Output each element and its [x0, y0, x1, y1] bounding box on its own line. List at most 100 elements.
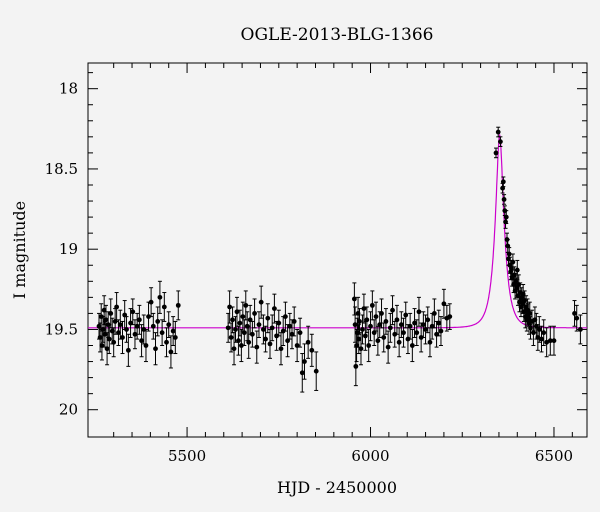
- data-point: [155, 306, 161, 337]
- point-marker: [403, 312, 409, 318]
- point-marker: [373, 314, 379, 320]
- data-point: [106, 324, 112, 355]
- point-marker: [267, 341, 273, 347]
- point-marker: [100, 327, 106, 332]
- point-marker: [265, 315, 271, 321]
- point-marker: [375, 338, 381, 344]
- point-marker: [276, 320, 282, 326]
- point-marker: [302, 359, 307, 364]
- model-curve: [88, 133, 587, 329]
- data-point: [357, 308, 362, 335]
- plot-frame: [87, 62, 588, 438]
- data-point: [164, 327, 169, 358]
- point-marker: [506, 251, 512, 257]
- data-point: [368, 311, 373, 342]
- point-marker: [168, 349, 174, 355]
- point-marker: [150, 323, 156, 329]
- point-marker: [238, 343, 244, 348]
- y-tick-label: 18: [59, 80, 78, 98]
- point-marker: [246, 339, 252, 345]
- point-marker: [500, 179, 506, 185]
- data-point: [170, 316, 176, 347]
- data-point: [414, 319, 420, 347]
- data-point: [148, 287, 154, 318]
- point-marker: [498, 139, 503, 145]
- point-marker: [357, 319, 362, 324]
- data-point: [420, 311, 426, 338]
- point-marker: [381, 335, 387, 340]
- point-marker: [159, 330, 165, 336]
- data-point: [124, 316, 129, 343]
- point-marker: [164, 339, 169, 345]
- data-point: [390, 295, 395, 326]
- point-marker: [111, 339, 117, 345]
- data-point: [104, 332, 110, 366]
- data-point: [252, 298, 257, 329]
- data-point: [130, 298, 136, 326]
- point-marker: [120, 335, 125, 340]
- point-marker: [385, 344, 391, 350]
- point-marker: [101, 307, 107, 313]
- data-point: [236, 325, 241, 356]
- data-point: [405, 324, 411, 355]
- data-point: [366, 328, 372, 363]
- data-point: [416, 296, 422, 327]
- point-marker: [547, 338, 553, 344]
- point-marker: [551, 338, 557, 344]
- data-point: [371, 319, 377, 347]
- point-marker: [243, 302, 249, 308]
- point-marker: [124, 327, 129, 332]
- point-marker: [362, 333, 368, 339]
- point-marker: [175, 302, 181, 308]
- point-marker: [447, 314, 453, 320]
- data-point: [396, 327, 402, 358]
- data-point: [175, 290, 181, 321]
- point-marker: [299, 370, 305, 376]
- data-point: [258, 285, 264, 319]
- x-tick-label: 6500: [535, 447, 573, 465]
- data-point: [572, 300, 577, 327]
- y-tick-label: 19: [59, 240, 78, 258]
- point-marker: [227, 304, 233, 310]
- point-marker: [425, 317, 431, 323]
- point-marker: [541, 330, 547, 336]
- point-marker: [420, 322, 426, 328]
- data-point: [256, 311, 262, 338]
- point-marker: [398, 322, 404, 328]
- data-point: [240, 301, 246, 332]
- point-marker: [256, 322, 262, 328]
- point-marker: [130, 309, 136, 315]
- point-marker: [544, 339, 550, 345]
- point-marker: [125, 347, 131, 353]
- data-point: [313, 351, 319, 391]
- tick-labels: 5500 6000 6500 18 18.5 19 19.5 20: [45, 80, 573, 465]
- point-marker: [106, 336, 112, 342]
- point-marker: [134, 323, 140, 329]
- data-point: [146, 301, 151, 332]
- point-marker: [146, 314, 151, 320]
- data-point: [111, 327, 117, 358]
- data-point: [425, 306, 431, 334]
- point-marker: [153, 346, 158, 352]
- data-point: [501, 194, 507, 205]
- data-point: [381, 322, 387, 353]
- data-point: [161, 292, 167, 322]
- data-point: [116, 319, 121, 347]
- point-marker: [392, 331, 398, 337]
- data-point: [249, 320, 255, 348]
- data-point: [157, 280, 163, 314]
- point-marker: [136, 317, 142, 323]
- point-marker: [577, 327, 583, 332]
- point-marker: [236, 338, 241, 344]
- data-point: [159, 319, 165, 347]
- point-marker: [409, 343, 415, 348]
- point-marker: [114, 304, 120, 310]
- data-point: [577, 314, 583, 345]
- point-marker: [148, 299, 154, 305]
- point-marker: [369, 302, 375, 308]
- data-point: [100, 316, 106, 343]
- point-marker: [132, 331, 138, 337]
- data-point: [168, 335, 174, 369]
- point-marker: [287, 323, 293, 329]
